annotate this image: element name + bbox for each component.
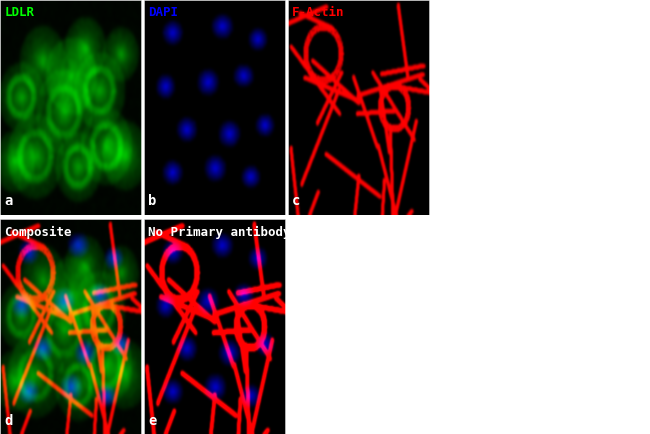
Text: b: b: [148, 194, 157, 208]
Text: Composite: Composite: [5, 226, 72, 239]
Text: LDLR: LDLR: [5, 7, 34, 20]
Text: DAPI: DAPI: [148, 7, 178, 20]
Text: No Primary antibody: No Primary antibody: [148, 226, 291, 239]
Text: e: e: [148, 414, 157, 427]
Text: d: d: [5, 414, 12, 427]
Text: a: a: [5, 194, 12, 208]
Text: c: c: [292, 194, 300, 208]
Text: F-Actin: F-Actin: [292, 7, 345, 20]
